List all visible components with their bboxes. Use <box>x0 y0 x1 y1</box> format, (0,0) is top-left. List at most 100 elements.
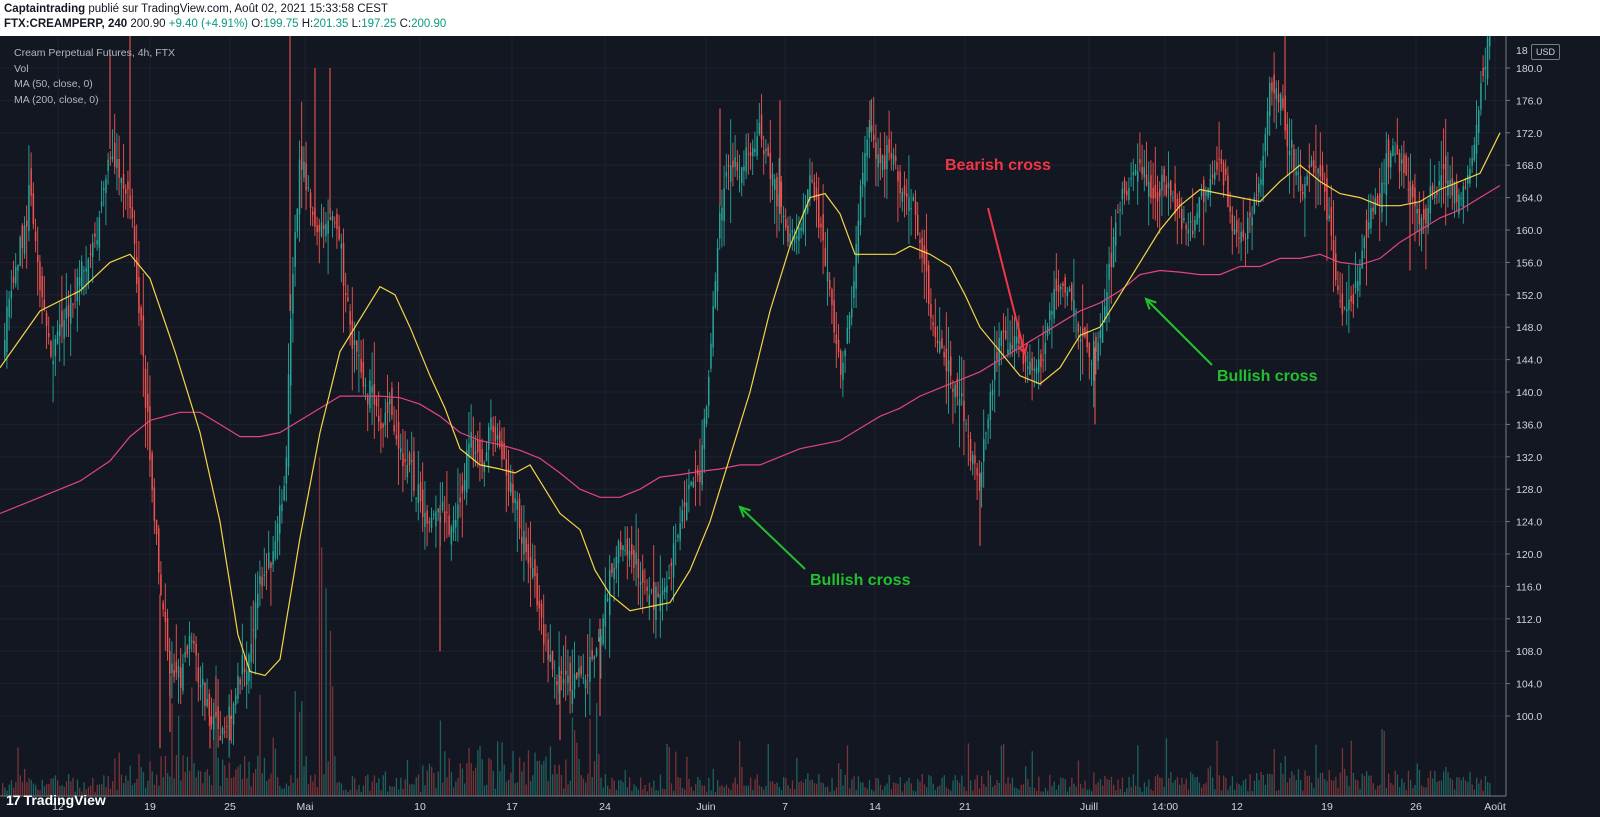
candle-body <box>338 226 340 240</box>
volume-bar <box>1374 789 1377 796</box>
volume-bar <box>472 770 475 796</box>
candle-body <box>1392 145 1394 157</box>
volume-bar <box>754 779 756 796</box>
candle-body <box>587 674 589 677</box>
candle-body <box>617 541 620 564</box>
volume-bar <box>1482 790 1484 796</box>
candle-body <box>1214 172 1216 180</box>
candle-body <box>419 482 422 502</box>
volume-bar <box>1315 744 1317 796</box>
volume-bar <box>367 774 369 796</box>
candle-body <box>340 243 343 249</box>
symbol-interval: FTX:CREAMPERP, 240 <box>4 18 128 30</box>
volume-bar <box>530 781 532 796</box>
candle-body <box>551 650 554 670</box>
volume-bar <box>1484 776 1487 796</box>
author-name[interactable]: Captaintrading <box>4 3 86 15</box>
candle-body <box>774 179 776 190</box>
volume-bar <box>908 777 910 796</box>
volume-bar <box>1229 785 1231 796</box>
candle-body <box>648 594 651 606</box>
volume-bar <box>213 699 215 796</box>
volume-bar <box>74 791 76 796</box>
candle-body <box>298 159 301 215</box>
candle-body <box>1181 209 1183 230</box>
axes: 100.0 104.0 108.0 112.0 116.0 120.0 124.0 128.0… <box>0 36 1600 817</box>
candle-body <box>257 593 259 609</box>
volume-bar <box>624 770 626 796</box>
volume-bar <box>1117 779 1119 796</box>
candle-body <box>263 574 266 576</box>
volume-bar <box>488 757 490 796</box>
volume-bar <box>910 783 912 796</box>
candle-body <box>512 484 514 503</box>
time-tick-label: 25 <box>224 801 236 813</box>
volume-bar <box>576 742 578 796</box>
volume-bar <box>1214 789 1216 796</box>
currency-badge[interactable]: USD <box>1531 44 1560 60</box>
volume-bar <box>1286 782 1289 796</box>
candle-body <box>272 551 274 565</box>
candle-body <box>94 233 96 237</box>
volume-bar <box>8 784 10 796</box>
candle-body <box>1029 361 1031 375</box>
high-value: 201.35 <box>313 18 349 30</box>
volume-bar <box>1445 766 1447 796</box>
time-tick-label: 17 <box>506 801 518 813</box>
candle-body <box>448 515 450 536</box>
volume-bar <box>1407 770 1410 796</box>
candle-body <box>391 387 393 416</box>
volume-bar <box>965 790 967 796</box>
candle-body <box>974 455 976 464</box>
candle-body <box>813 182 816 201</box>
volume-bar <box>818 774 820 796</box>
volume-bar <box>1476 777 1478 796</box>
candle-body <box>1209 178 1212 196</box>
volume-bar <box>1462 776 1465 796</box>
candle-body <box>912 197 915 202</box>
candle-body <box>536 573 538 606</box>
volume-bar <box>1240 785 1242 796</box>
candle-body <box>287 374 290 468</box>
volume-bar <box>948 789 950 796</box>
volume-bar <box>255 768 257 796</box>
chart-area[interactable]: 100.0 104.0 108.0 112.0 116.0 120.0 124.0 128.0… <box>0 36 1600 817</box>
candle-body <box>413 451 415 491</box>
volume-bar <box>622 782 624 796</box>
volume-bar <box>503 764 505 796</box>
volume-bar <box>1278 790 1280 796</box>
candle-body <box>932 322 934 326</box>
volume-bar <box>1106 779 1108 796</box>
candle-body <box>866 139 868 157</box>
volume-bar <box>1181 777 1183 796</box>
candle-body <box>1163 168 1165 182</box>
candle-body <box>809 175 811 200</box>
candle-body <box>1097 342 1099 361</box>
volume-bar <box>844 774 846 796</box>
candle-body <box>631 544 633 555</box>
candle-body <box>1005 330 1007 339</box>
volume-bar <box>1454 789 1456 796</box>
candle-body <box>305 163 307 191</box>
candle-body <box>954 384 956 398</box>
candle-body <box>846 327 849 344</box>
bearish-arrow-head <box>1017 343 1029 357</box>
volume-bar <box>701 785 703 796</box>
price-change: +9.40 (+4.91%) <box>168 18 249 30</box>
price-tick-label: 100.0 <box>1516 711 1542 723</box>
candle-body <box>349 310 351 325</box>
volume-bar <box>659 774 662 796</box>
candle-body <box>923 245 926 265</box>
candle-body <box>1106 291 1108 315</box>
candle-body <box>580 665 582 675</box>
candle-body <box>463 480 466 491</box>
volume-bar <box>1412 788 1414 796</box>
candle-body <box>1310 160 1313 167</box>
price-chart[interactable]: 100.0 104.0 108.0 112.0 116.0 120.0 124.0 128.0… <box>0 36 1600 817</box>
volume-bar <box>373 775 376 796</box>
candle-body <box>701 444 703 485</box>
candle-body <box>1007 349 1009 354</box>
volume-bar <box>996 780 998 796</box>
candle-body <box>61 310 63 328</box>
candle-body <box>547 639 549 660</box>
